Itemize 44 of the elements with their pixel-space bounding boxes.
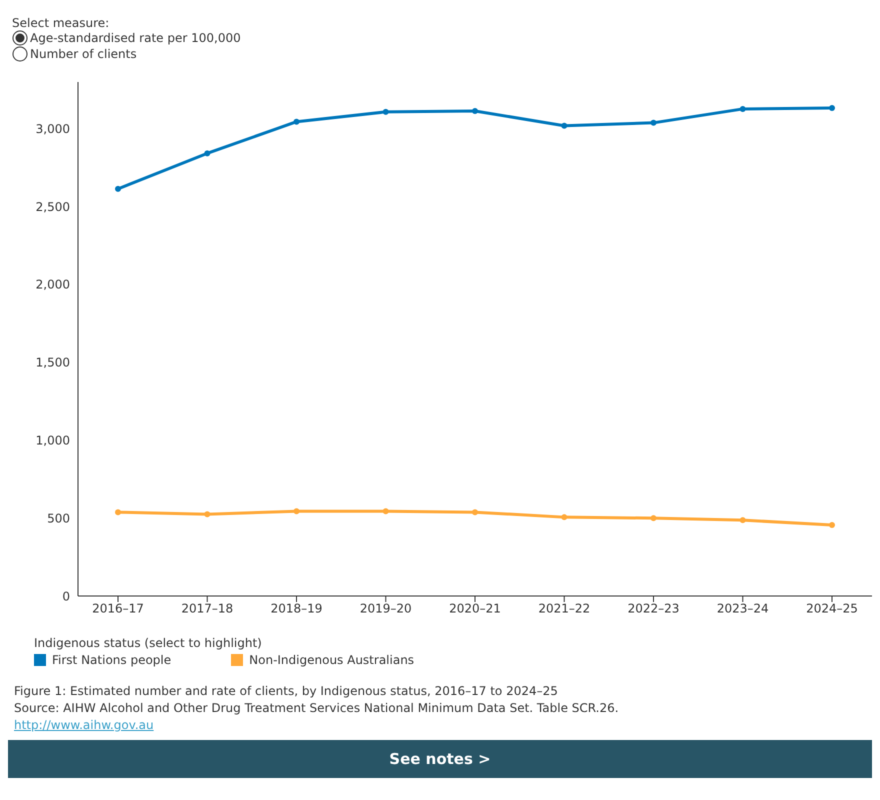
legend-label: Non-Indigenous Australians — [248, 653, 414, 667]
y-tick-label: 500 — [47, 511, 70, 526]
point — [382, 108, 389, 115]
y-tick-label: 1,500 — [36, 356, 70, 370]
point — [740, 106, 746, 112]
point — [294, 118, 300, 125]
point — [650, 515, 656, 522]
x-tick-label: 2024–25 — [806, 602, 858, 616]
y-tick-label: 1,000 — [36, 434, 70, 448]
y-tick-label: 3,000 — [36, 122, 70, 136]
point — [740, 517, 746, 524]
point — [829, 522, 835, 528]
source-note: Source: AIHW Alcohol and Other Drug Treatment Services National Minimum Data Set. Table SCR.26. — [14, 700, 620, 717]
x-tick-label: 2019–20 — [360, 602, 412, 616]
x-tick-label: 2022–23 — [628, 602, 680, 616]
legend-title: Indigenous status (select to highlight) — [34, 636, 263, 650]
point — [294, 508, 300, 514]
point — [115, 509, 121, 516]
text: http://www.aihw.gov.au — [14, 717, 155, 734]
point — [472, 509, 478, 516]
point — [650, 120, 656, 126]
x-tick-label: 2020–21 — [449, 602, 501, 616]
point — [204, 511, 210, 518]
y-tick-label: 2,000 — [36, 278, 70, 292]
x-tick-label: 2023–24 — [716, 602, 769, 616]
x-tick-label: 2016–17 — [92, 602, 144, 616]
x-tick-label: 2018–19 — [270, 602, 322, 616]
point — [382, 508, 389, 514]
y-tick-label: 0 — [62, 589, 70, 604]
point — [561, 122, 568, 129]
y-tick-label: 2,500 — [36, 200, 70, 214]
point — [472, 108, 478, 114]
point — [829, 105, 835, 112]
x-tick-label: 2021–22 — [538, 602, 590, 616]
text: Number of clients — [29, 46, 138, 62]
caption: Figure 1: Estimated number and rate of clients, by Indigenous status, 2016–17 to 2024–25 — [14, 683, 559, 700]
legend-label: First Nations people — [51, 653, 172, 667]
point — [561, 514, 568, 520]
point — [204, 150, 210, 156]
text: Select measure: — [12, 16, 110, 30]
point — [115, 186, 121, 192]
x-tick-label: 2017–18 — [181, 602, 234, 616]
notes-button: See notes > — [8, 740, 872, 778]
text: Age-standardised rate per 100,000 — [29, 30, 242, 46]
